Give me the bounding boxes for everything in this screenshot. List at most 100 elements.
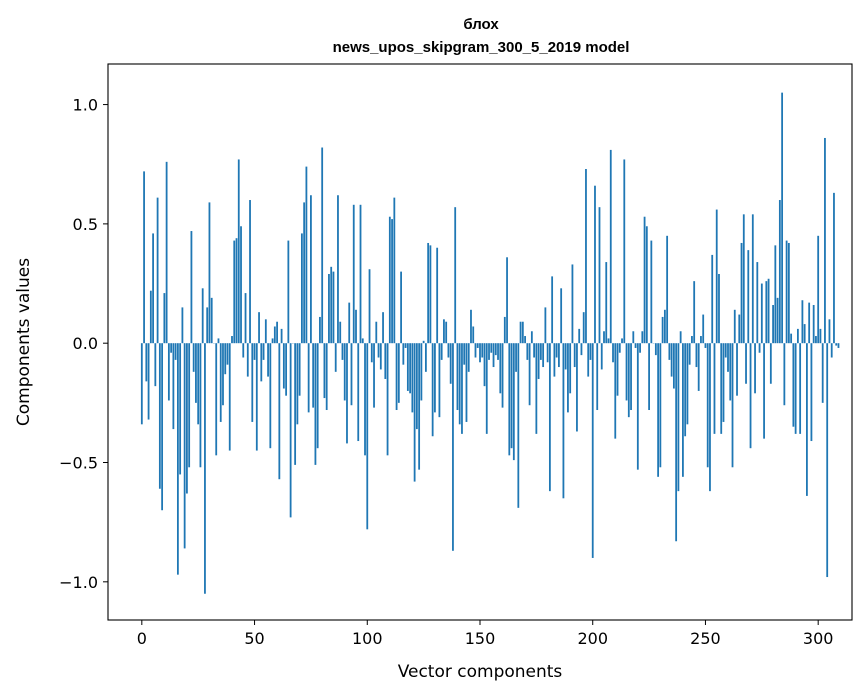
bar — [393, 197, 396, 344]
bar — [603, 331, 605, 344]
bar — [571, 264, 574, 344]
bar — [745, 343, 747, 384]
bar — [422, 340, 425, 344]
bar — [361, 338, 364, 344]
bar — [702, 314, 705, 344]
bar — [208, 202, 211, 344]
x-tick-label: 150 — [465, 629, 496, 648]
bar — [343, 343, 346, 401]
bar — [503, 316, 506, 344]
bar — [481, 343, 484, 358]
bar — [260, 343, 263, 382]
bar — [555, 343, 558, 358]
bar — [821, 343, 824, 403]
bar — [587, 343, 590, 377]
bar — [654, 343, 657, 356]
bar — [695, 343, 698, 368]
bar — [436, 247, 439, 344]
x-tick-label: 100 — [352, 629, 383, 648]
bar — [506, 257, 508, 344]
bar — [179, 343, 182, 475]
bar — [391, 219, 393, 344]
bar — [406, 343, 409, 391]
bar — [769, 343, 772, 384]
bar — [512, 343, 515, 461]
bar — [143, 171, 145, 344]
bar — [612, 343, 614, 363]
bar — [530, 331, 533, 344]
bar — [228, 343, 231, 451]
x-axis-ticks: 0 50 100 150 200 250 300 — [137, 620, 833, 648]
bar — [724, 343, 727, 358]
bar — [375, 321, 378, 344]
bar — [600, 343, 603, 370]
bar — [826, 343, 829, 578]
bar — [454, 207, 457, 344]
bar — [833, 192, 835, 344]
bar — [431, 343, 434, 437]
bar — [280, 328, 283, 344]
bar — [458, 343, 461, 425]
bar — [806, 343, 808, 496]
bar — [235, 238, 238, 344]
bar — [424, 343, 427, 372]
bar — [700, 336, 702, 344]
bar — [634, 343, 637, 348]
bar — [650, 240, 653, 344]
bar — [269, 343, 272, 449]
bar — [645, 226, 648, 344]
bar — [276, 321, 278, 344]
bar — [161, 343, 164, 511]
y-tick-label: 0.0 — [73, 334, 98, 353]
bar — [677, 343, 680, 492]
bar — [348, 302, 351, 344]
bar — [731, 343, 734, 468]
bar — [521, 321, 524, 344]
bar — [323, 343, 326, 399]
bar — [242, 343, 245, 358]
bar — [828, 319, 831, 344]
bar — [643, 216, 646, 344]
bar — [625, 343, 628, 401]
bar — [341, 343, 344, 360]
bar — [479, 343, 481, 363]
bar — [294, 343, 297, 465]
bar — [388, 216, 391, 344]
bar — [648, 343, 650, 411]
bar — [183, 343, 186, 549]
bar — [765, 281, 768, 344]
bar — [240, 226, 242, 344]
bar — [145, 343, 148, 382]
y-axis-label: Components values — [14, 258, 34, 426]
bar — [693, 281, 696, 344]
bar — [573, 343, 576, 368]
bar — [657, 343, 660, 477]
bar — [488, 343, 490, 360]
bar — [526, 343, 529, 360]
bar — [443, 319, 445, 344]
bar — [688, 343, 691, 365]
bar — [675, 343, 678, 542]
bar — [149, 290, 152, 344]
bar — [251, 343, 254, 422]
bar — [246, 343, 249, 377]
bar — [210, 297, 213, 344]
bar — [330, 266, 333, 344]
bar — [199, 343, 202, 468]
bar — [226, 343, 229, 365]
bar — [808, 302, 811, 344]
bar — [402, 343, 405, 365]
bar — [663, 309, 666, 344]
bar — [817, 235, 820, 344]
bar — [233, 240, 236, 344]
bar — [639, 343, 641, 353]
bar — [524, 336, 526, 344]
bar — [355, 309, 357, 344]
bar — [364, 343, 366, 456]
x-tick-label: 250 — [690, 629, 721, 648]
bar — [461, 343, 463, 434]
bar — [787, 242, 790, 344]
bar — [463, 343, 466, 365]
bar — [314, 343, 317, 465]
bar — [567, 343, 569, 413]
